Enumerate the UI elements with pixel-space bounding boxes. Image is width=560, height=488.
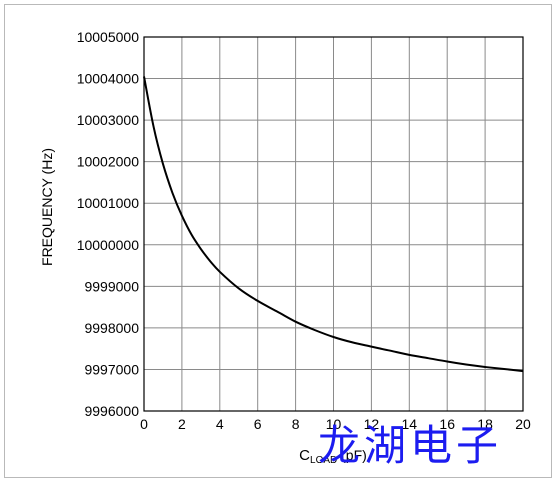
y-tick-label: 10002000 <box>77 154 140 170</box>
x-tick-label: 4 <box>216 416 224 432</box>
x-axis-title-main: C <box>299 447 310 464</box>
y-axis-title: FREQUENCY (Hz) <box>39 148 55 266</box>
x-tick-label: 6 <box>254 416 262 432</box>
grid <box>143 36 524 412</box>
x-axis-title-subscript: LOAD <box>310 455 337 466</box>
y-tick-label: 10004000 <box>77 71 140 87</box>
x-tick-label: 18 <box>477 416 493 432</box>
series-line-frequency <box>143 76 524 373</box>
x-tick-label: 2 <box>178 416 186 432</box>
x-tick-label: 14 <box>402 416 418 432</box>
x-tick-label: 0 <box>140 416 148 432</box>
plot-border <box>143 36 524 412</box>
y-tick-label: 9998000 <box>84 320 139 336</box>
x-axis-title: CLOAD (pF) <box>299 447 367 466</box>
y-tick-label: 10001000 <box>77 195 140 211</box>
y-tick-label: 9999000 <box>84 278 139 294</box>
x-axis-title-unit: (pF) <box>337 447 367 463</box>
x-tick-label: 20 <box>515 416 531 432</box>
x-tick-label: 16 <box>439 416 455 432</box>
x-tick-label: 10 <box>326 416 342 432</box>
x-tick-labels: 0 2 4 6 8 10 12 14 16 18 20 <box>140 416 531 432</box>
watermark-text: 龙湖电子 <box>318 421 502 470</box>
y-tick-label: 10003000 <box>77 112 140 128</box>
y-tick-label: 9997000 <box>84 361 139 377</box>
x-tick-label: 12 <box>364 416 380 432</box>
x-tick-label: 8 <box>292 416 300 432</box>
y-tick-label: 10005000 <box>77 29 140 45</box>
y-tick-label: 9996000 <box>84 403 139 419</box>
y-tick-labels: 9996000 9997000 9998000 9999000 10000000 1000… <box>77 29 140 419</box>
y-tick-label: 10000000 <box>77 237 140 253</box>
chart-frame <box>4 4 552 478</box>
